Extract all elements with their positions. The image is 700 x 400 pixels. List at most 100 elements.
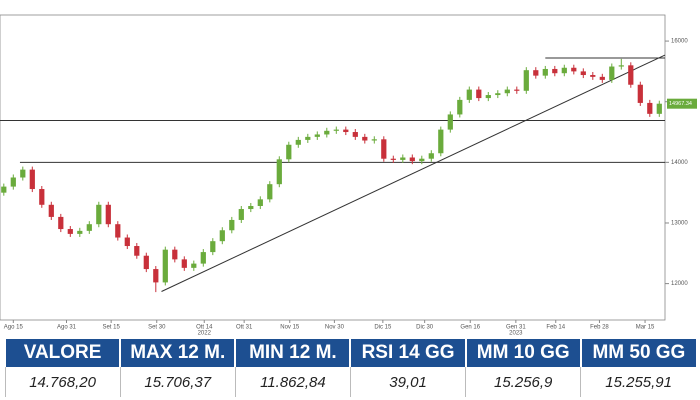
candle-body (580, 71, 586, 76)
candle-body (523, 70, 529, 91)
candle-body (609, 66, 615, 80)
candle-body (618, 65, 624, 67)
candle-body (29, 169, 35, 190)
candle-body (362, 136, 368, 141)
candle-body (419, 158, 425, 162)
candle-body (647, 102, 653, 114)
candle-body (599, 76, 605, 80)
y-tick-label: 13000 (671, 221, 688, 227)
y-tick-label: 12000 (671, 281, 688, 287)
candle-body (485, 95, 491, 99)
candle-body (504, 89, 510, 94)
candle-body (77, 230, 83, 234)
year-label: 2023 (509, 331, 523, 336)
candle-body (295, 139, 301, 145)
year-label: 2022 (198, 331, 212, 336)
candle-body (590, 75, 596, 77)
candle-body (39, 189, 45, 205)
candle-body (438, 129, 444, 154)
candle-body (628, 65, 634, 85)
value-cell: 15.706,37 (119, 367, 236, 397)
candle-body (381, 139, 387, 159)
candle-body (542, 68, 548, 76)
candle-body (143, 255, 149, 270)
candle-body (333, 129, 339, 131)
candle-body (96, 204, 102, 225)
x-tick-label: Gen 31 (506, 325, 526, 331)
value-cell: 39,01 (349, 367, 466, 397)
candle-body (466, 89, 472, 100)
candle-body (58, 216, 64, 230)
header-cell: MIN 12 M. (234, 339, 351, 367)
candle-body (352, 132, 358, 137)
last-price-box (667, 98, 697, 109)
candle-body (343, 129, 349, 133)
value-row: 14.768,20 15.706,37 11.862,84 39,01 15.256,9… (4, 367, 696, 397)
header-row: VALORE MAX 12 M. MIN 12 M. RSI 14 GG MM 10 G… (3, 339, 696, 367)
candle-body (1, 186, 7, 193)
x-tick-label: Nov 15 (280, 325, 300, 331)
value-cell: 15.256,9 (465, 367, 581, 397)
candle-body (257, 199, 263, 207)
candle-body (495, 93, 501, 96)
x-tick-label: Feb 14 (546, 325, 565, 331)
candle-body (115, 224, 121, 238)
candle-body (219, 230, 225, 242)
candle-body (286, 144, 292, 160)
candle-body (276, 159, 282, 185)
candle-body (20, 169, 26, 178)
header-cell: RSI 14 GG (349, 339, 466, 367)
y-tick-label: 16000 (671, 39, 688, 45)
candle-body (571, 67, 577, 72)
candle-body (124, 237, 130, 247)
header-cell: VALORE (3, 339, 121, 367)
candle-body (248, 206, 254, 210)
candle-body (561, 67, 567, 74)
candle-body (181, 259, 187, 268)
header-cell: MM 10 GG (464, 339, 581, 367)
x-tick-label: Gen 16 (460, 325, 480, 331)
header-cell: MM 50 GG (579, 339, 696, 367)
candle-body (447, 114, 453, 130)
stats-table: VALORE MAX 12 M. MIN 12 M. RSI 14 GG MM 10 G… (3, 339, 696, 397)
value-cell: 11.862,84 (234, 367, 351, 397)
candle-body (324, 130, 330, 135)
x-tick-label: Dic 30 (416, 325, 434, 331)
candle-body (533, 70, 539, 76)
candle-body (238, 209, 244, 220)
value-cell: 15.255,91 (580, 367, 696, 397)
annotation-line (161, 54, 666, 292)
candle-body (514, 89, 520, 91)
candle-body (267, 184, 273, 200)
candle-body (552, 68, 558, 74)
candle-body (314, 134, 320, 137)
candle-body (371, 139, 377, 141)
x-tick-label: Nov 30 (325, 325, 345, 331)
candle-body (200, 252, 206, 264)
candle-body (637, 84, 643, 103)
candle-body (10, 177, 16, 187)
candle-body (191, 263, 197, 268)
candle-body (400, 157, 406, 160)
candle-body (229, 219, 235, 231)
candle-body (86, 224, 92, 231)
value-cell: 14.768,20 (4, 367, 121, 397)
candle-body (153, 269, 159, 283)
candle-body (656, 103, 662, 114)
plot-frame (0, 14, 666, 321)
candle-body (48, 204, 54, 217)
x-tick-label: Set 30 (148, 325, 166, 331)
candle-body (67, 229, 73, 234)
candle-body (172, 249, 178, 260)
x-tick-label: Ago 15 (4, 325, 24, 331)
header-cell: MAX 12 M. (119, 339, 236, 367)
candle-body (428, 153, 434, 159)
candle-body (476, 89, 482, 99)
candle-body (409, 157, 415, 162)
x-tick-label: Set 15 (102, 325, 120, 331)
candle-body (305, 136, 311, 140)
candle-body (210, 241, 216, 253)
y-tick-label: 14000 (671, 160, 688, 166)
candle-body (390, 158, 396, 160)
